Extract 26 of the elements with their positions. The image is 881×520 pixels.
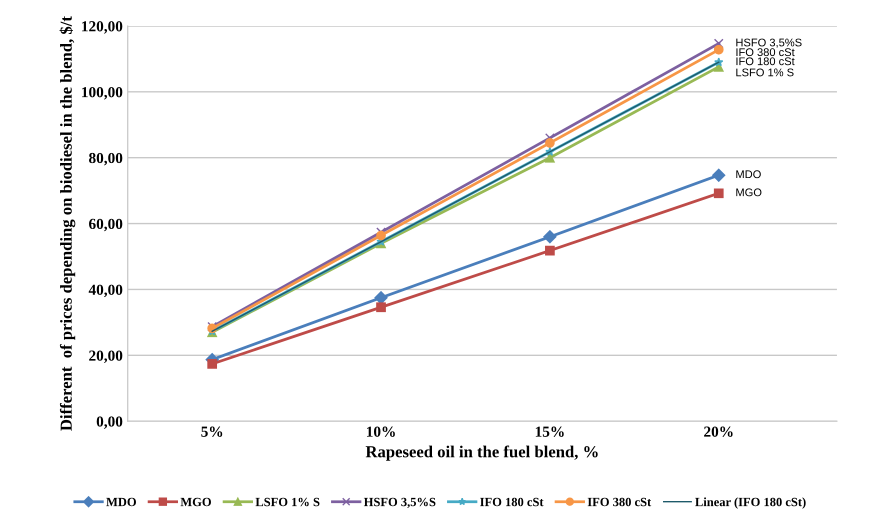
legend-label: IFO 180 cSt [480,498,544,506]
x-tick-label: 15% [536,426,564,437]
x-tick-label: 20% [704,426,733,437]
y-axis-title: Different of prices depending on biodiesel in the blend, $/t [60,16,76,431]
y-tick-label: 100,00 [82,87,122,100]
legend-label: MGO [180,498,211,506]
y-tick-label: 80,00 [89,152,122,166]
y-tick-label: 60,00 [89,218,122,232]
text: LSFO 1% S [736,68,794,76]
y-tick-label: 20,00 [89,350,122,363]
legend-label: IFO 380 cSt [588,498,652,506]
text: IFO 380 cSt [736,48,795,56]
x-axis-title: Rapeseed oil in the fuel blend, % [366,445,598,461]
y-tick-label: 120,00 [82,21,122,34]
legend-label: HSFO 3,5%S [364,498,436,508]
y-tick-label: 0,00 [96,416,122,429]
text: MGO [736,188,762,196]
text: MDO [736,170,761,178]
x-tick-label: 10% [366,426,395,437]
legend-label: MDO [106,498,136,506]
text: HSFO 3,5%S [736,38,802,48]
legend-label: Linear (IFO 180 cSt) [695,497,806,509]
x-tick-label: 5% [201,426,222,437]
legend-label: LSFO 1% S [256,498,320,506]
text: IFO 180 cSt [736,57,795,66]
y-tick-label: 40,00 [88,284,122,298]
